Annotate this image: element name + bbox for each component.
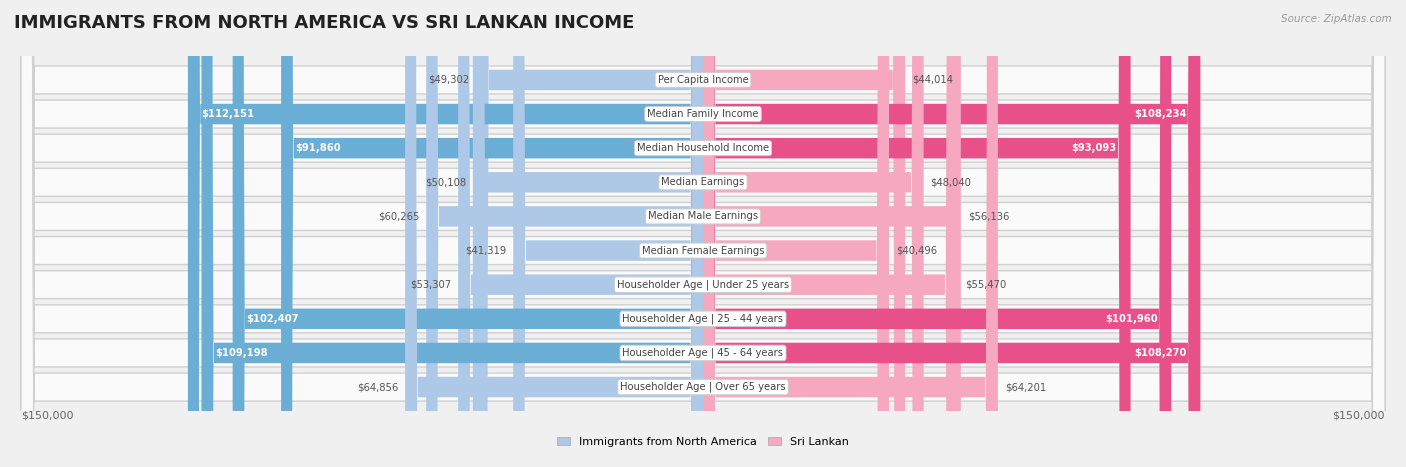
Text: Householder Age | 25 - 44 years: Householder Age | 25 - 44 years: [623, 313, 783, 324]
Text: $150,000: $150,000: [21, 411, 73, 421]
Text: Median Earnings: Median Earnings: [661, 177, 745, 187]
FancyBboxPatch shape: [201, 0, 703, 467]
Text: $108,270: $108,270: [1135, 348, 1187, 358]
Text: Source: ZipAtlas.com: Source: ZipAtlas.com: [1281, 14, 1392, 24]
Legend: Immigrants from North America, Sri Lankan: Immigrants from North America, Sri Lanka…: [553, 432, 853, 452]
FancyBboxPatch shape: [513, 0, 703, 467]
Text: $40,496: $40,496: [896, 246, 936, 255]
Text: $109,198: $109,198: [215, 348, 269, 358]
FancyBboxPatch shape: [21, 0, 1385, 467]
FancyBboxPatch shape: [458, 0, 703, 467]
FancyBboxPatch shape: [21, 0, 1385, 467]
Text: $91,860: $91,860: [295, 143, 340, 153]
Text: $41,319: $41,319: [465, 246, 506, 255]
Text: $150,000: $150,000: [1333, 411, 1385, 421]
Text: Median Household Income: Median Household Income: [637, 143, 769, 153]
Text: Median Female Earnings: Median Female Earnings: [641, 246, 765, 255]
FancyBboxPatch shape: [703, 0, 1171, 467]
FancyBboxPatch shape: [21, 0, 1385, 467]
Text: $60,265: $60,265: [378, 212, 419, 221]
FancyBboxPatch shape: [21, 0, 1385, 467]
FancyBboxPatch shape: [703, 0, 1201, 467]
Text: $44,014: $44,014: [912, 75, 953, 85]
FancyBboxPatch shape: [426, 0, 703, 467]
Text: IMMIGRANTS FROM NORTH AMERICA VS SRI LANKAN INCOME: IMMIGRANTS FROM NORTH AMERICA VS SRI LAN…: [14, 14, 634, 32]
FancyBboxPatch shape: [703, 0, 924, 467]
Text: $64,201: $64,201: [1005, 382, 1046, 392]
FancyBboxPatch shape: [21, 0, 1385, 467]
Text: $48,040: $48,040: [931, 177, 972, 187]
Text: $49,302: $49,302: [429, 75, 470, 85]
Text: $93,093: $93,093: [1071, 143, 1116, 153]
FancyBboxPatch shape: [703, 0, 1130, 467]
Text: $112,151: $112,151: [201, 109, 254, 119]
Text: $53,307: $53,307: [411, 280, 451, 290]
FancyBboxPatch shape: [21, 0, 1385, 467]
FancyBboxPatch shape: [477, 0, 703, 467]
Text: Householder Age | Under 25 years: Householder Age | Under 25 years: [617, 279, 789, 290]
FancyBboxPatch shape: [703, 0, 889, 467]
Text: $102,407: $102,407: [246, 314, 299, 324]
Text: $55,470: $55,470: [965, 280, 1005, 290]
Text: $64,856: $64,856: [357, 382, 398, 392]
Text: Median Male Earnings: Median Male Earnings: [648, 212, 758, 221]
FancyBboxPatch shape: [703, 0, 957, 467]
Text: $56,136: $56,136: [967, 212, 1010, 221]
FancyBboxPatch shape: [703, 0, 905, 467]
FancyBboxPatch shape: [21, 0, 1385, 467]
Text: $101,960: $101,960: [1105, 314, 1157, 324]
FancyBboxPatch shape: [188, 0, 703, 467]
Text: $108,234: $108,234: [1133, 109, 1187, 119]
Text: Per Capita Income: Per Capita Income: [658, 75, 748, 85]
FancyBboxPatch shape: [703, 0, 998, 467]
FancyBboxPatch shape: [703, 0, 960, 467]
Text: Median Family Income: Median Family Income: [647, 109, 759, 119]
Text: Householder Age | Over 65 years: Householder Age | Over 65 years: [620, 382, 786, 392]
FancyBboxPatch shape: [703, 0, 1201, 467]
FancyBboxPatch shape: [21, 0, 1385, 467]
FancyBboxPatch shape: [232, 0, 703, 467]
FancyBboxPatch shape: [21, 0, 1385, 467]
FancyBboxPatch shape: [21, 0, 1385, 467]
Text: $50,108: $50,108: [425, 177, 465, 187]
FancyBboxPatch shape: [405, 0, 703, 467]
FancyBboxPatch shape: [472, 0, 703, 467]
Text: Householder Age | 45 - 64 years: Householder Age | 45 - 64 years: [623, 348, 783, 358]
FancyBboxPatch shape: [281, 0, 703, 467]
